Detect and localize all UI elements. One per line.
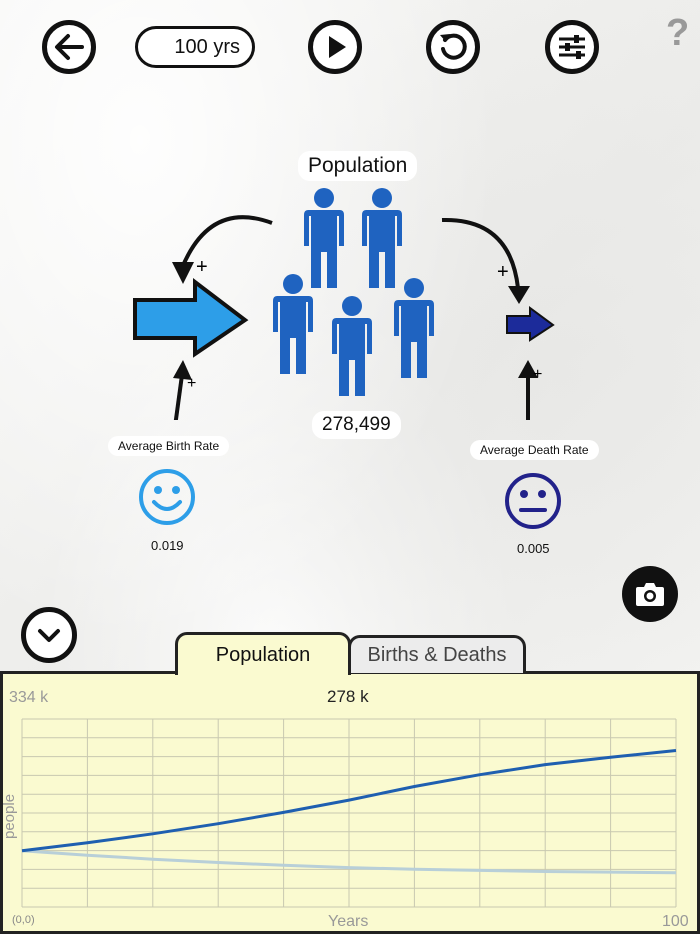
collapse-graph-button[interactable] xyxy=(21,607,77,663)
flow-diagram xyxy=(133,188,555,420)
people-group xyxy=(273,188,434,396)
tab-population[interactable]: Population xyxy=(175,632,351,675)
birth-rate-link xyxy=(173,374,184,420)
help-icon[interactable]: ? xyxy=(666,12,690,54)
person-icon xyxy=(394,278,434,378)
reset-button[interactable] xyxy=(426,20,480,74)
stock-label: Population xyxy=(298,151,418,181)
births-flow-arrow xyxy=(133,277,249,358)
settings-sliders-icon xyxy=(559,35,585,59)
death-rate-value: 0.005 xyxy=(517,541,550,556)
play-icon xyxy=(329,36,346,58)
camera-icon xyxy=(636,583,664,606)
x-axis-label: Years xyxy=(328,913,368,930)
duration-selector[interactable]: 100 yrs xyxy=(135,26,255,68)
population-chart: 334 k 278 k (0,0) Years 100 people xyxy=(1,687,689,930)
plus-sign: + xyxy=(533,366,543,383)
graph-panel xyxy=(0,671,700,934)
collapse-chevron-icon xyxy=(38,629,60,642)
tab-births-deaths[interactable]: Births & Deaths xyxy=(348,635,526,673)
reset-icon xyxy=(440,33,467,60)
origin-label: (0,0) xyxy=(12,914,35,926)
tab-label: Population xyxy=(215,643,311,666)
duration-label: 100 yrs xyxy=(174,35,240,58)
current-value-label: 278 k xyxy=(327,687,369,706)
deaths-flow-arrow xyxy=(506,306,555,342)
back-button[interactable] xyxy=(42,20,96,74)
y-max-label: 334 k xyxy=(9,689,49,706)
plus-sign: + xyxy=(196,256,208,278)
birth-rate-value: 0.019 xyxy=(151,538,184,553)
person-icon xyxy=(273,274,313,374)
play-button[interactable] xyxy=(308,20,362,74)
person-icon xyxy=(332,296,372,396)
settings-button[interactable] xyxy=(545,20,599,74)
person-icon xyxy=(362,188,402,288)
death-rate-label: Average Death Rate xyxy=(470,440,599,460)
tab-label: Births & Deaths xyxy=(367,644,507,666)
birth-rate-label: Average Birth Rate xyxy=(108,436,230,456)
series-line-0 xyxy=(21,749,677,853)
population-value: 278,499 xyxy=(312,411,401,439)
happy-face-icon[interactable] xyxy=(138,468,196,526)
series-line-1 xyxy=(21,849,677,875)
back-arrow-icon xyxy=(55,34,84,60)
y-axis-label: people xyxy=(1,794,18,839)
camera-button[interactable] xyxy=(622,566,678,622)
neutral-face-icon[interactable] xyxy=(504,472,562,530)
plus-sign: + xyxy=(497,261,509,283)
x-max-label: 100 xyxy=(662,913,689,930)
person-icon xyxy=(304,188,344,288)
feedback-arrow-birth xyxy=(180,215,273,269)
feedback-arrow-death xyxy=(441,217,520,289)
plus-sign: + xyxy=(187,375,197,392)
